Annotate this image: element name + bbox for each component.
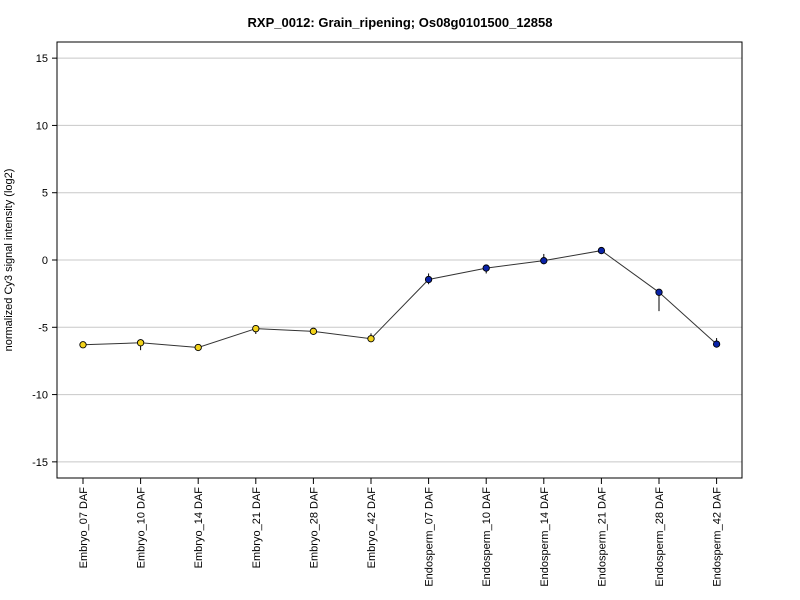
data-point — [79, 341, 87, 349]
y-tick-label: 5 — [42, 188, 48, 200]
y-tick-label: 0 — [42, 255, 48, 267]
x-tick-label: Embryo_10 DAF — [136, 487, 148, 569]
data-point — [424, 275, 433, 284]
x-tick-label: Endosperm_21 DAF — [596, 487, 608, 587]
data-point — [136, 339, 145, 347]
data-point — [482, 264, 490, 272]
data-point — [540, 257, 548, 265]
data-point — [309, 327, 318, 335]
x-tick-label: Endosperm_14 DAF — [539, 487, 551, 587]
data-point — [597, 246, 606, 255]
x-tick-label: Endosperm_42 DAF — [712, 487, 724, 587]
y-tick-label: 10 — [36, 120, 48, 132]
x-tick-label: Embryo_21 DAF — [251, 487, 263, 569]
y-tick-label: -15 — [32, 457, 48, 469]
data-point — [194, 343, 202, 352]
grid-lines — [57, 57, 742, 463]
x-tick-label: Endosperm_07 DAF — [424, 487, 436, 587]
data-point — [712, 340, 721, 348]
x-tick-label: Endosperm_10 DAF — [481, 487, 493, 587]
series — [79, 246, 721, 352]
series-line — [82, 250, 717, 348]
y-axis-label: normalized Cy3 signal intensity (log2) — [3, 169, 15, 352]
y-tick-label: 15 — [36, 53, 48, 65]
axes: -15 -10 -5 0 5 10 15 Embryo_07 DAF Embryo_10 DAF… — [32, 53, 724, 587]
x-tick-label: Embryo_28 DAF — [308, 487, 320, 569]
x-tick-label: Endosperm_28 DAF — [654, 487, 666, 587]
chart-title: RXP_0012: Grain_ripening; Os08g0101500_1… — [248, 15, 553, 30]
data-point — [252, 324, 260, 333]
y-tick-label: -5 — [38, 322, 48, 334]
data-point — [367, 335, 375, 343]
x-tick-label: Embryo_07 DAF — [78, 487, 90, 569]
data-point — [655, 288, 663, 296]
x-tick-label: Embryo_42 DAF — [366, 487, 378, 569]
x-tick-label: Embryo_14 DAF — [193, 487, 205, 569]
y-tick-label: -10 — [32, 390, 48, 402]
plot-frame — [56, 41, 743, 479]
